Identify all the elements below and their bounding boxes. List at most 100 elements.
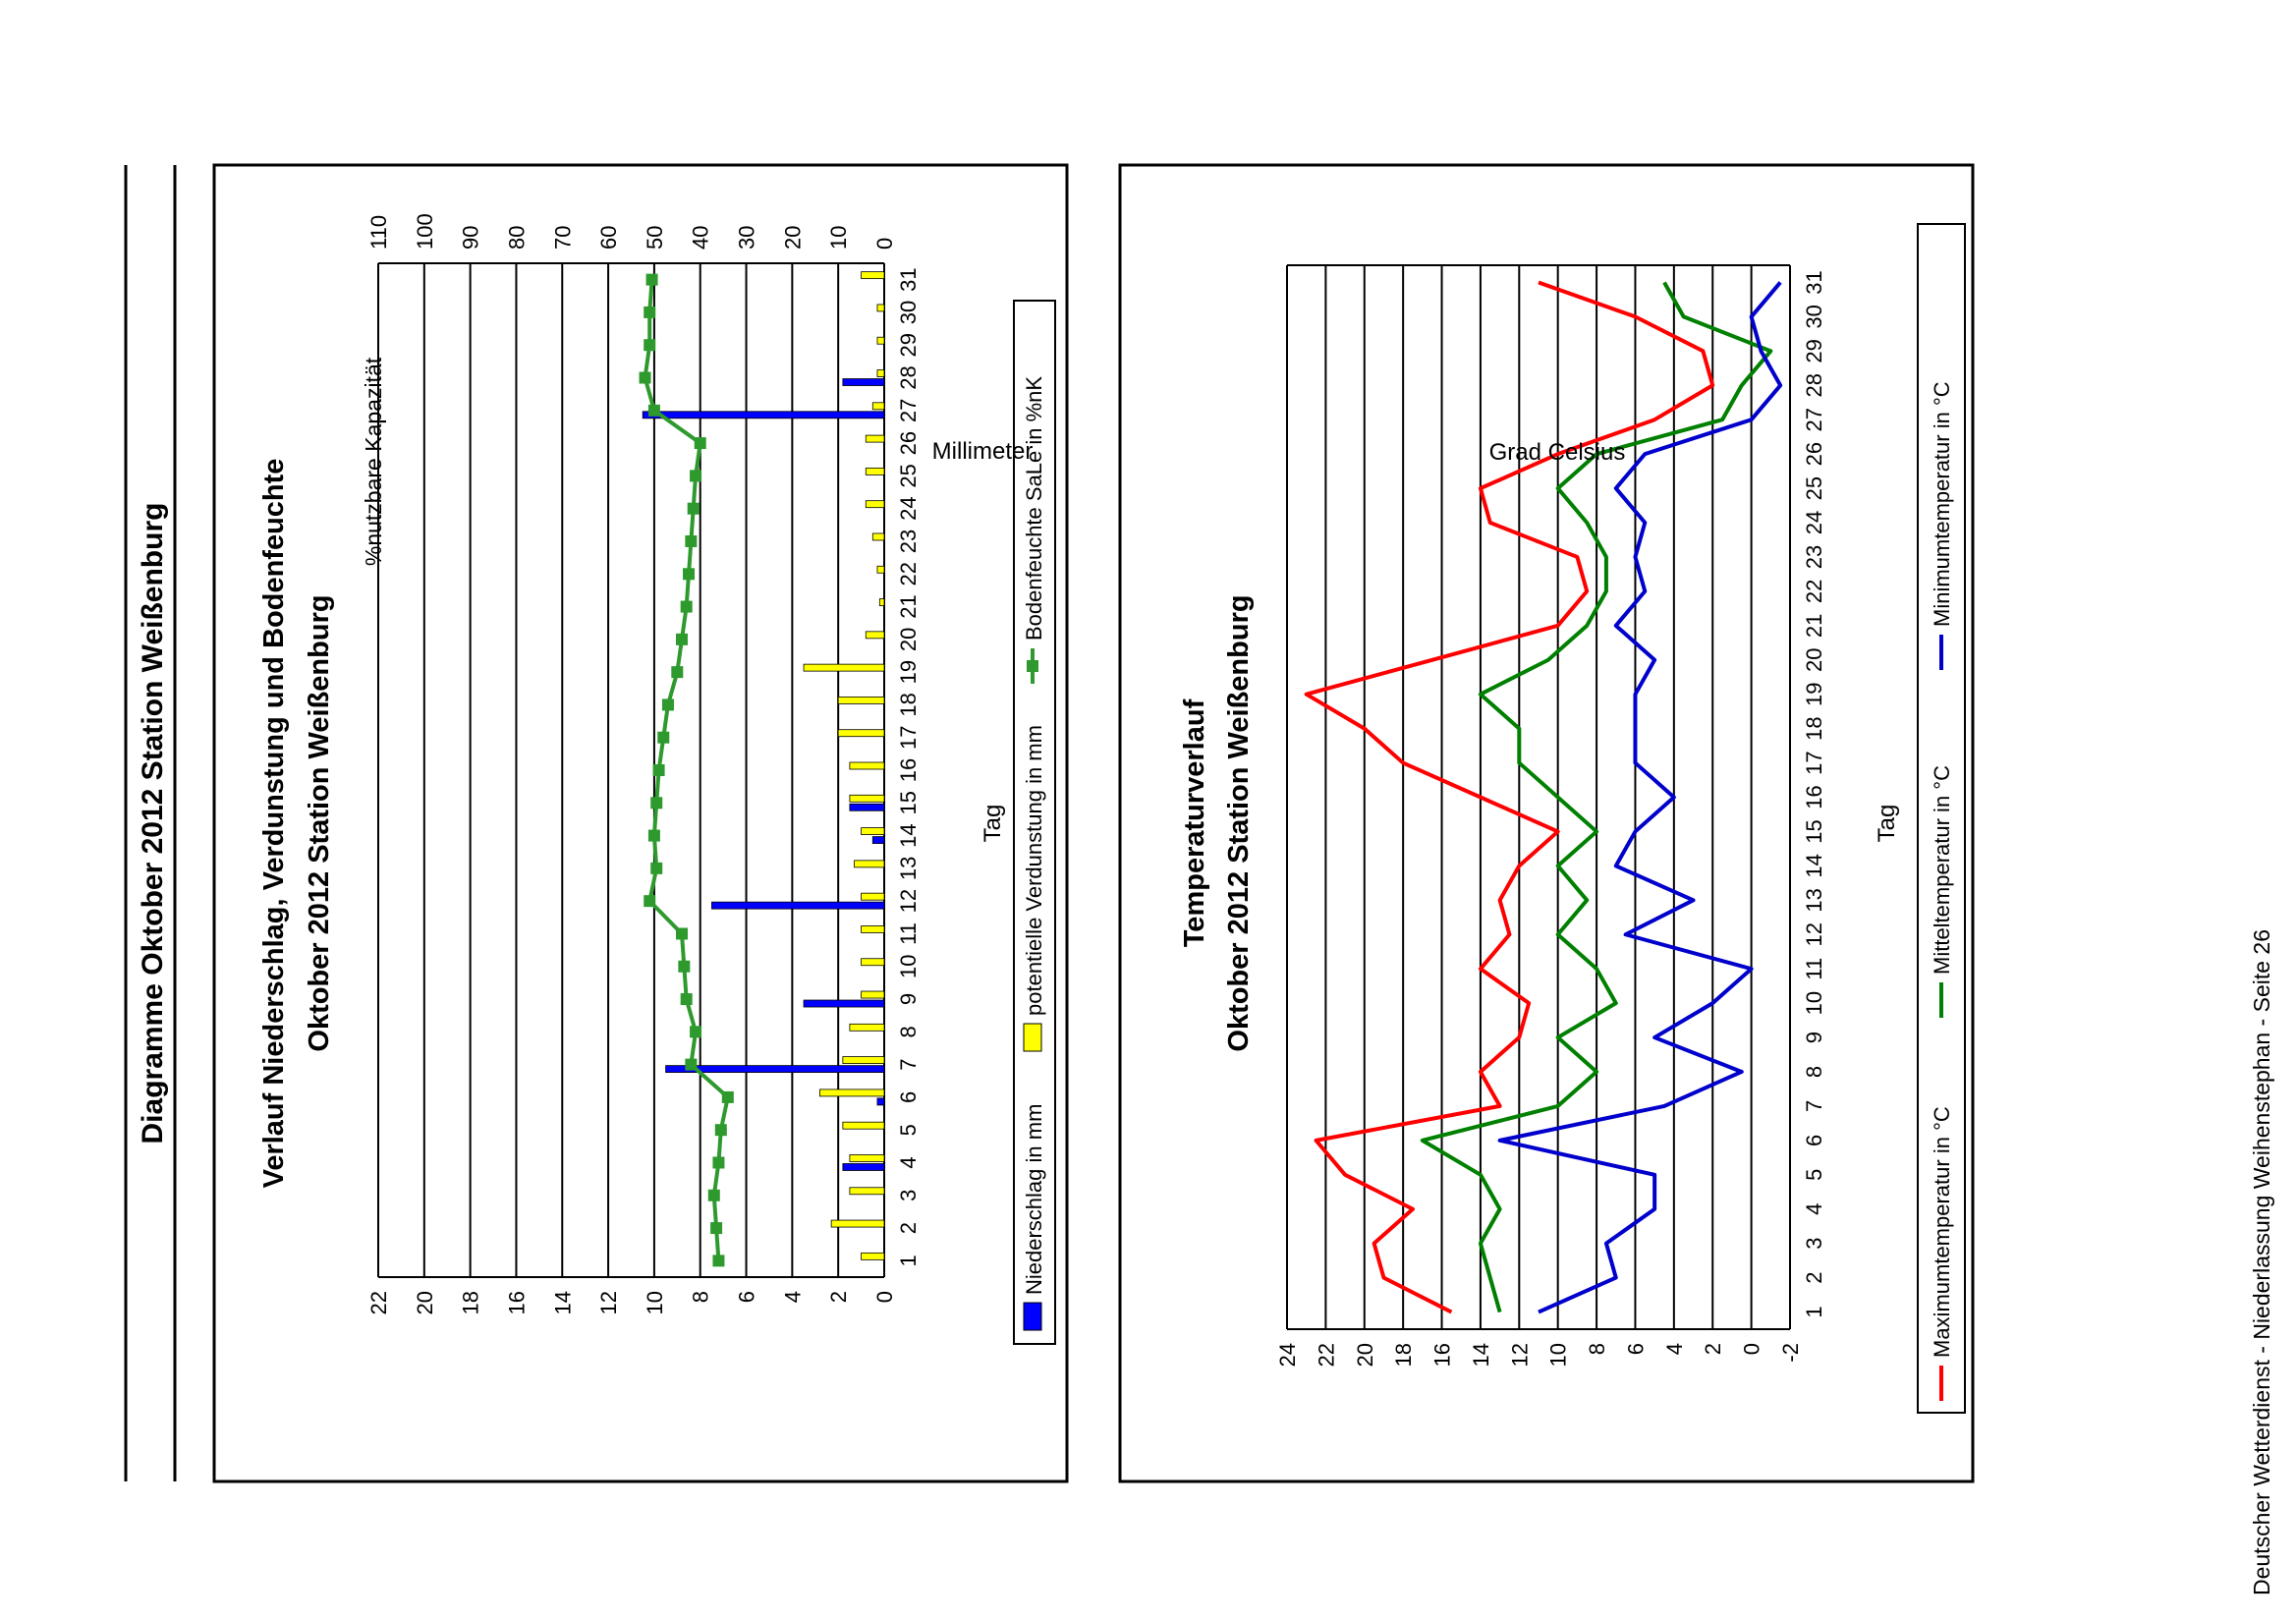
chart2-x-tick-label: 10 xyxy=(1802,991,1826,1015)
chart1-y2-tick-label: 0 xyxy=(872,238,897,250)
mean-temperature-line xyxy=(1420,281,1773,1313)
chart2-y-tick-label: 16 xyxy=(1430,1343,1455,1367)
soil-moisture-point xyxy=(685,1058,698,1071)
page-title: Diagramme Oktober 2012 Station Weißenbur… xyxy=(137,503,169,1144)
chart2-x-tick-label: 1 xyxy=(1802,1306,1826,1317)
legend-label-min-temp: Minimumtemperatur in °C xyxy=(1930,381,1954,627)
chart2-x-tick-label: 18 xyxy=(1802,716,1826,740)
evaporation-bar xyxy=(861,271,885,280)
chart1-x-tick-label: 31 xyxy=(896,267,921,291)
chart2-y-label: Grad Celsius xyxy=(1489,439,1626,466)
chart1-x-tick-label: 23 xyxy=(896,530,921,553)
chart-precipitation-evaporation-soilmoisture: Verlauf Niederschlag, Verdunstung und Bo… xyxy=(258,213,1056,1345)
chart2-x-tick-label: 14 xyxy=(1802,854,1826,877)
soil-moisture-point xyxy=(650,862,663,874)
evaporation-bar xyxy=(849,1154,885,1162)
soil-moisture-point xyxy=(678,960,691,973)
chart1-x-tick-label: 17 xyxy=(896,725,921,749)
precipitation-bar xyxy=(842,378,885,386)
soil-moisture-point xyxy=(690,470,702,482)
chart2-x-tick-label: 21 xyxy=(1802,614,1826,638)
precipitation-bar xyxy=(711,901,885,910)
min-temperature-line xyxy=(1497,281,1783,1314)
evaporation-bar xyxy=(842,1056,885,1065)
chart1-y-label: Millimeter xyxy=(932,438,1034,465)
soil-moisture-point xyxy=(680,993,693,1006)
chart2-y-tick-label: 20 xyxy=(1353,1343,1377,1367)
evaporation-bar xyxy=(861,827,885,835)
soil-moisture-point xyxy=(712,1156,725,1169)
chart2-x-tick-label: 22 xyxy=(1802,580,1826,603)
chart1-x-tick-label: 13 xyxy=(896,857,921,880)
chart2-title: Temperaturverlauf xyxy=(1179,698,1210,947)
chart1-x-tick-label: 10 xyxy=(896,954,921,977)
chart1-x-tick-label: 14 xyxy=(896,823,921,847)
precipitation-bar xyxy=(842,1163,885,1171)
legend-label-evaporation: potentielle Verdunstung in mm xyxy=(1022,725,1046,1016)
evaporation-bar xyxy=(837,729,885,738)
evaporation-bar xyxy=(861,1252,885,1260)
chart1-y-tick-label: 8 xyxy=(689,1291,713,1303)
evaporation-bar xyxy=(861,990,885,999)
chart1-x-tick-label: 12 xyxy=(896,889,921,913)
evaporation-bar xyxy=(871,532,885,541)
chart1-y-tick-label: 12 xyxy=(596,1291,621,1314)
soil-moisture-point xyxy=(721,1090,734,1103)
chart2-y-tick-label: 10 xyxy=(1546,1343,1571,1367)
chart2-x-tick-label: 20 xyxy=(1802,648,1826,672)
chart1-bars xyxy=(642,271,885,1260)
chart1-y2-tick-label: 10 xyxy=(826,226,851,250)
page-footer: Deutscher Wetterdienst - Niederlassung W… xyxy=(2249,929,2274,1595)
chart1-x-tick-label: 16 xyxy=(896,758,921,782)
soil-moisture-point xyxy=(676,927,688,940)
chart1-x-tick-label: 26 xyxy=(896,431,921,455)
legend-label-precipitation: Niederschlag in mm xyxy=(1022,1104,1046,1295)
soil-moisture-point xyxy=(644,895,656,908)
evaporation-bar xyxy=(876,565,885,574)
chart1-x-tick-label: 8 xyxy=(896,1026,921,1037)
soil-moisture-point xyxy=(694,437,706,450)
chart1-x-tick-label: 19 xyxy=(896,660,921,684)
evaporation-bar xyxy=(876,369,885,377)
soil-moisture-point xyxy=(644,339,656,352)
evaporation-bar xyxy=(861,892,885,901)
chart1-x-tick-label: 27 xyxy=(896,399,921,422)
evaporation-bar xyxy=(849,794,885,803)
evaporation-bar xyxy=(876,336,885,345)
precipitation-bar xyxy=(849,803,885,811)
legend-swatch-precipitation xyxy=(1023,1302,1042,1331)
chart1-x-tick-label: 24 xyxy=(896,496,921,520)
soil-moisture-point xyxy=(652,764,665,776)
precipitation-bar xyxy=(803,999,885,1008)
chart2-x-tick-label: 11 xyxy=(1802,958,1826,980)
chart2-y-tick-label: -2 xyxy=(1778,1343,1803,1363)
soil-moisture-point xyxy=(657,731,670,744)
chart2-x-tick-label: 7 xyxy=(1802,1100,1826,1112)
chart1-x-tick-label: 22 xyxy=(896,562,921,586)
chart1-x-tick-label: 18 xyxy=(896,693,921,716)
chart2-x-tick-label: 17 xyxy=(1802,751,1826,774)
chart2-y-tick-label: 12 xyxy=(1507,1343,1532,1367)
chart1-y-tick-label: 22 xyxy=(366,1291,391,1314)
chart1-y2-tick-label: 60 xyxy=(596,226,621,250)
chart1-gridlines xyxy=(377,262,885,1278)
soil-moisture-point xyxy=(690,1026,702,1038)
chart2-y-tick-label: 8 xyxy=(1585,1343,1609,1355)
chart2-x-tick-label: 30 xyxy=(1802,305,1826,328)
chart2-x-tick-label: 24 xyxy=(1802,511,1826,534)
evaporation-bar xyxy=(854,860,885,868)
chart2-x-tick-label: 16 xyxy=(1802,785,1826,809)
chart2-y-tick-label: 18 xyxy=(1391,1343,1416,1367)
evaporation-bar xyxy=(803,663,885,672)
evaporation-bar xyxy=(849,1023,885,1032)
chart2-x-tick-label: 4 xyxy=(1802,1203,1826,1215)
soil-moisture-point xyxy=(661,698,674,711)
legend-label-max-temp: Maximumtemperatur in °C xyxy=(1930,1106,1954,1358)
chart2-y-tick-label: 2 xyxy=(1701,1343,1725,1355)
chart1-x-tick-label: 25 xyxy=(896,464,921,487)
chart1-right-axis-ticks: 0 10 20 30 40 50 60 70 80 90 100 110 xyxy=(366,213,897,250)
evaporation-bar xyxy=(861,925,885,933)
chart1-x-tick-label: 11 xyxy=(896,922,921,945)
